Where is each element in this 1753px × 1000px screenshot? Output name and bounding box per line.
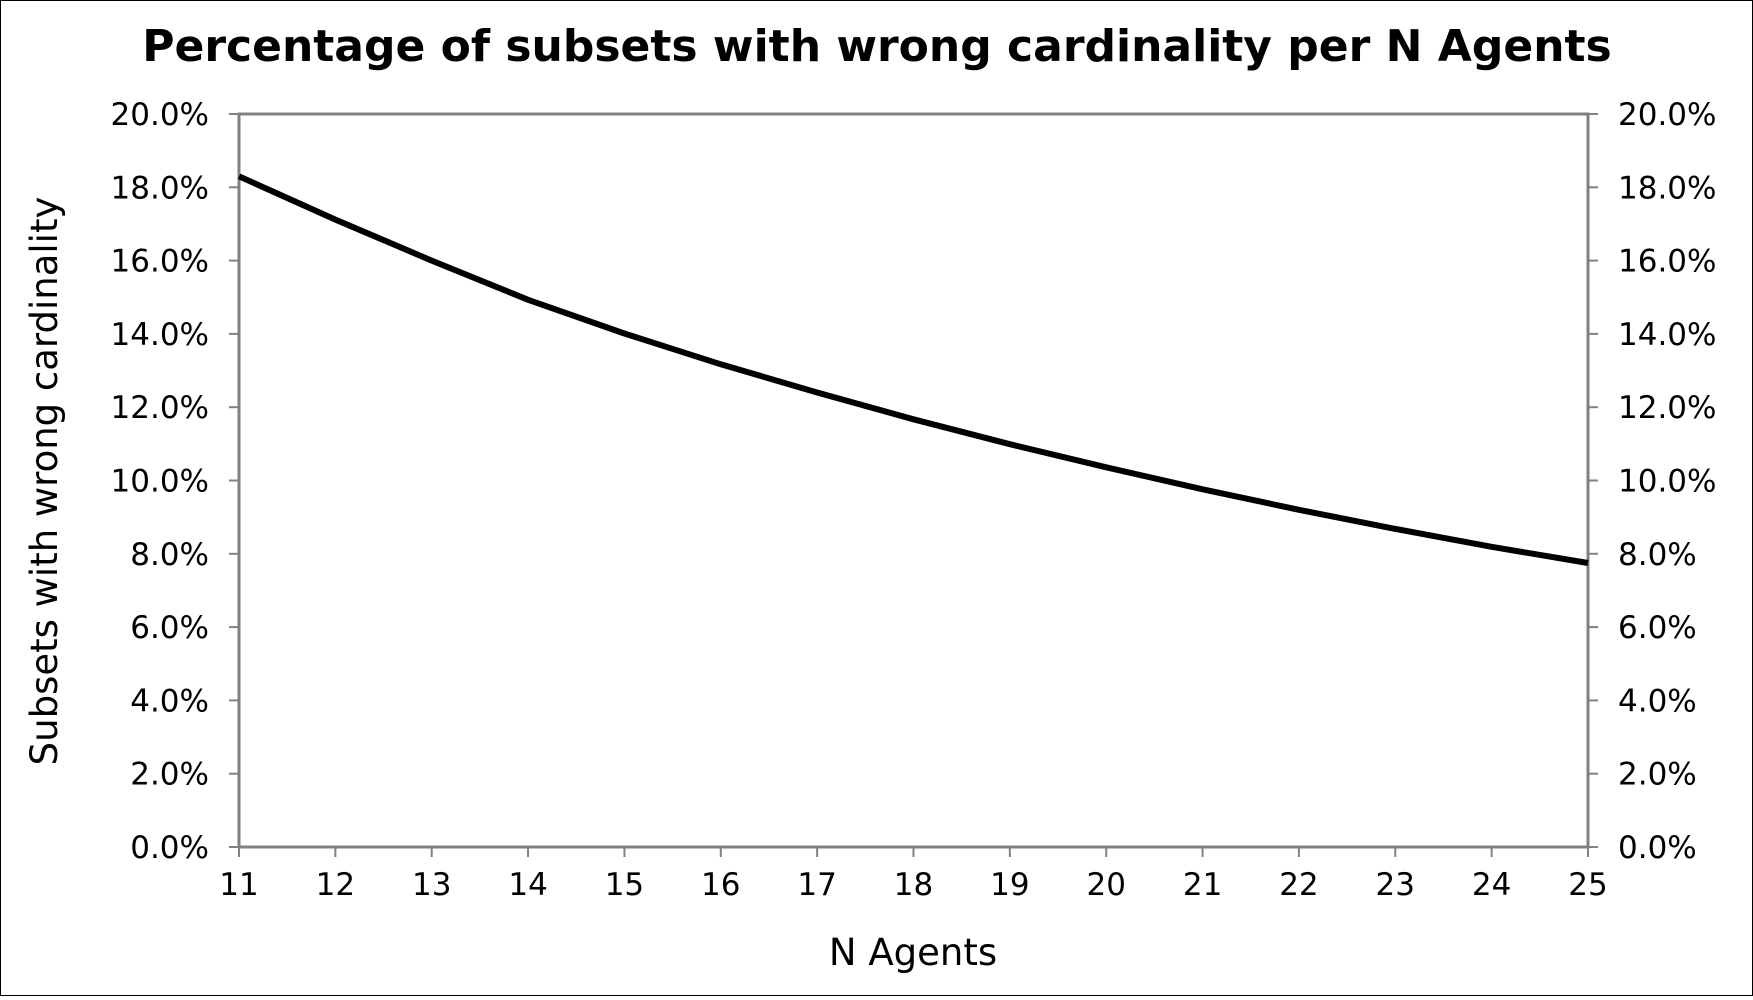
y-tick-label-right: 2.0% bbox=[1618, 757, 1697, 793]
x-tick-label: 19 bbox=[990, 867, 1029, 903]
y-tick-label-right: 20.0% bbox=[1618, 97, 1716, 133]
plot-area bbox=[237, 112, 1590, 849]
y-tick-label-left: 20.0% bbox=[111, 97, 209, 133]
chart-title: Percentage of subsets with wrong cardina… bbox=[142, 21, 1612, 72]
y-tick-label-right: 18.0% bbox=[1618, 170, 1716, 206]
x-tick-label: 24 bbox=[1472, 867, 1511, 903]
y-tick-label-right: 0.0% bbox=[1618, 830, 1697, 866]
y-tick-label-left: 12.0% bbox=[111, 390, 209, 426]
x-axis-label: N Agents bbox=[829, 931, 997, 974]
y-tick-label-left: 6.0% bbox=[130, 610, 209, 646]
x-tick-label: 18 bbox=[894, 867, 933, 903]
y-tick-label-right: 8.0% bbox=[1618, 537, 1697, 573]
x-tick-label: 12 bbox=[316, 867, 355, 903]
y-tick-label-left: 16.0% bbox=[111, 244, 209, 280]
y-tick-label-left: 18.0% bbox=[111, 170, 209, 206]
y-tick-label-left: 8.0% bbox=[130, 537, 209, 573]
x-tick-label: 14 bbox=[508, 867, 547, 903]
y-tick-label-left: 14.0% bbox=[111, 317, 209, 353]
y-tick-label-right: 6.0% bbox=[1618, 610, 1697, 646]
x-tick-label: 13 bbox=[412, 867, 451, 903]
y-tick-label-right: 10.0% bbox=[1618, 464, 1716, 500]
x-tick-label: 23 bbox=[1376, 867, 1415, 903]
y-tick-label-left: 10.0% bbox=[111, 464, 209, 500]
y-tick-label-right: 14.0% bbox=[1618, 317, 1716, 353]
x-tick-label: 16 bbox=[701, 867, 740, 903]
y-axis-left: 0.0% 2.0% 4.0% 6.0% 8.0% 10.0% 12.0% 14.0% 16.0%… bbox=[111, 97, 239, 866]
x-tick-label: 25 bbox=[1568, 867, 1607, 903]
x-tick-label: 11 bbox=[219, 867, 258, 903]
series-line bbox=[237, 173, 1589, 566]
y-tick-label-left: 2.0% bbox=[130, 757, 209, 793]
x-tick-label: 22 bbox=[1279, 867, 1318, 903]
y-tick-label-right: 4.0% bbox=[1618, 683, 1697, 719]
x-tick-label: 21 bbox=[1183, 867, 1222, 903]
y-axis-label: Subsets with wrong cardinality bbox=[23, 197, 66, 766]
x-tick-label: 17 bbox=[797, 867, 836, 903]
x-tick-label: 20 bbox=[1086, 867, 1125, 903]
y-tick-label-right: 16.0% bbox=[1618, 244, 1716, 280]
x-axis: 11 12 13 14 15 16 17 18 19 20 21 22 23 24 25 bbox=[219, 847, 1608, 903]
y-tick-label-left: 0.0% bbox=[130, 830, 209, 866]
y-tick-label-right: 12.0% bbox=[1618, 390, 1716, 426]
x-tick-label: 15 bbox=[605, 867, 644, 903]
y-tick-label-left: 4.0% bbox=[130, 683, 209, 719]
y-axis-right: 0.0% 2.0% 4.0% 6.0% 8.0% 10.0% 12.0% 14.0% 16.0%… bbox=[1588, 97, 1716, 866]
series-layer bbox=[237, 173, 1589, 566]
